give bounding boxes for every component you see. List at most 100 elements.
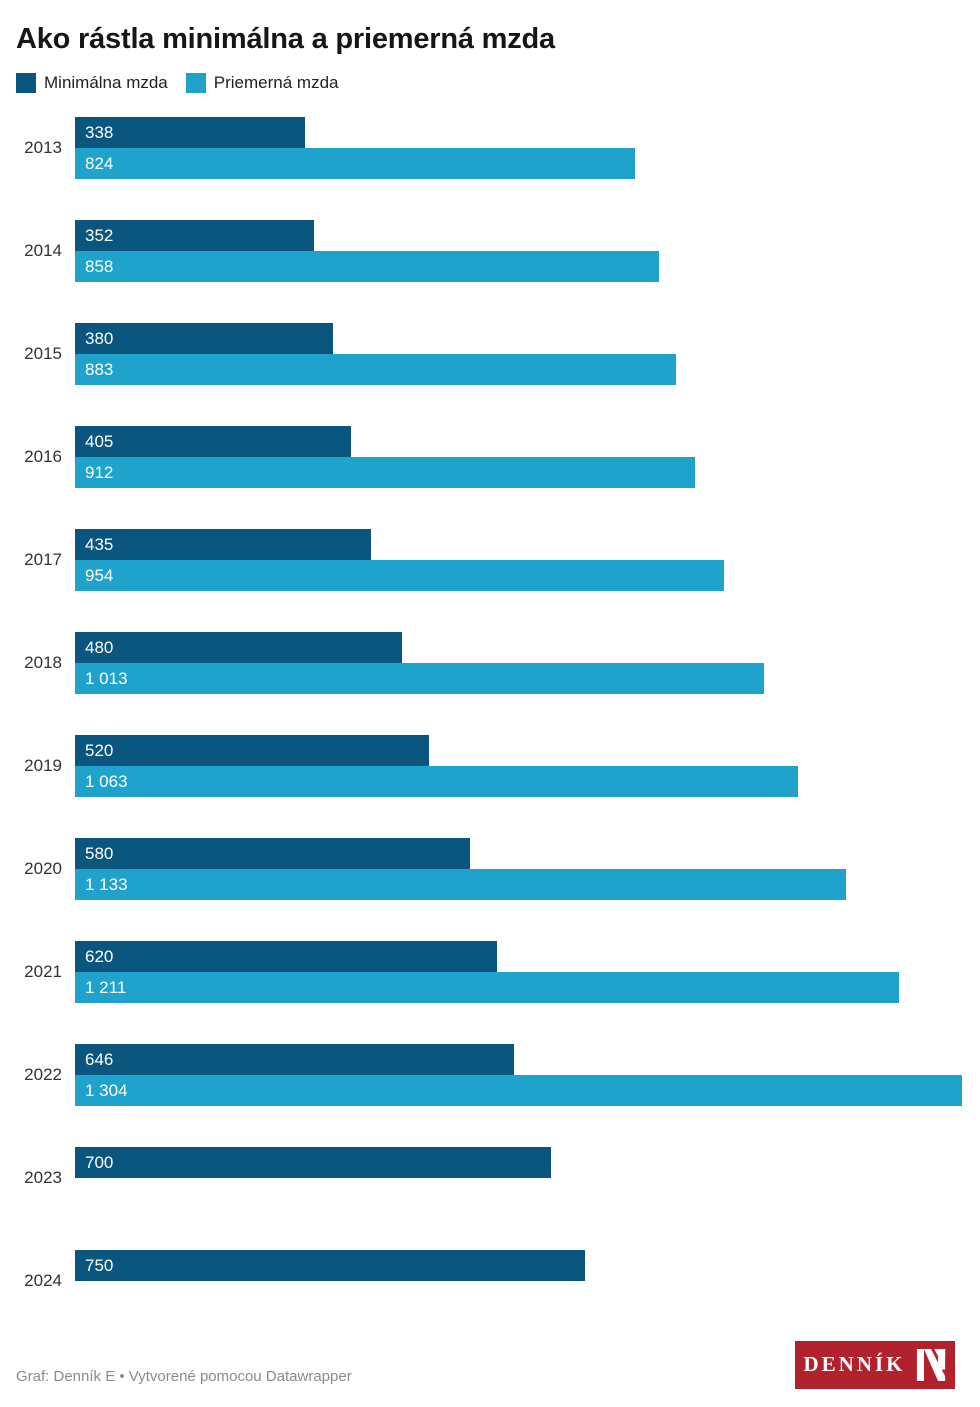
bar-value-label: 1 304 bbox=[85, 1080, 128, 1100]
dennik-n-logo[interactable]: DENNÍK bbox=[795, 1341, 955, 1389]
avg-wage-bar: 1 304 bbox=[75, 1075, 962, 1106]
bars: 380 883 bbox=[75, 323, 962, 385]
year-col: 2014 bbox=[0, 220, 62, 282]
avg-wage-bar: 954 bbox=[75, 560, 724, 591]
year-group: 2017 435 954 bbox=[0, 529, 980, 591]
year-col: 2013 bbox=[0, 117, 62, 179]
year-label: 2016 bbox=[24, 447, 62, 466]
bar-value-label: 580 bbox=[85, 843, 114, 863]
avg-wage-bar: 1 063 bbox=[75, 766, 799, 797]
year-label: 2022 bbox=[24, 1065, 62, 1084]
year-label: 2017 bbox=[24, 550, 62, 569]
bar-value-label: 750 bbox=[85, 1255, 114, 1275]
avg-wage-bar: 824 bbox=[75, 148, 636, 179]
year-col: 2020 bbox=[0, 838, 62, 900]
bars: 700 bbox=[75, 1147, 962, 1178]
bar-value-label: 646 bbox=[85, 1049, 114, 1069]
bar-value-label: 1 063 bbox=[85, 771, 128, 791]
legend-label-min: Minimálna mzda bbox=[44, 73, 168, 92]
min-wage-bar: 520 bbox=[75, 735, 429, 766]
bar-value-label: 520 bbox=[85, 740, 114, 760]
min-wage-bar: 352 bbox=[75, 220, 315, 251]
bars: 750 bbox=[75, 1250, 962, 1281]
bar-value-label: 1 013 bbox=[85, 668, 128, 688]
year-group: 2015 380 883 bbox=[0, 323, 980, 385]
year-group: 2013 338 824 bbox=[0, 117, 980, 179]
bar-value-label: 1 133 bbox=[85, 874, 128, 894]
year-group: 2023 700 bbox=[0, 1147, 980, 1209]
min-wage-bar: 380 bbox=[75, 323, 334, 354]
avg-wage-bar: 883 bbox=[75, 354, 676, 385]
avg-wage-bar: 912 bbox=[75, 457, 696, 488]
year-col: 2015 bbox=[0, 323, 62, 385]
bars: 352 858 bbox=[75, 220, 962, 282]
year-group: 2022 646 1 304 bbox=[0, 1044, 980, 1106]
bar-value-label: 380 bbox=[85, 328, 114, 348]
bar-value-label: 480 bbox=[85, 637, 114, 657]
dennik-n-icon bbox=[916, 1349, 945, 1381]
attribution-text: Graf: Denník E • Vytvorené pomocou Dataw… bbox=[16, 1368, 352, 1385]
bar-value-label: 1 211 bbox=[85, 977, 127, 997]
year-label: 2015 bbox=[24, 344, 62, 363]
avg-wage-bar: 1 211 bbox=[75, 972, 899, 1003]
min-wage-bar: 435 bbox=[75, 529, 371, 560]
year-group: 2021 620 1 211 bbox=[0, 941, 980, 1003]
min-wage-bar: 480 bbox=[75, 632, 402, 663]
year-label: 2023 bbox=[24, 1168, 62, 1187]
year-label: 2014 bbox=[24, 241, 62, 260]
bar-value-label: 883 bbox=[85, 359, 114, 379]
bars: 405 912 bbox=[75, 426, 962, 488]
min-wage-bar: 750 bbox=[75, 1250, 586, 1281]
min-wage-bar: 405 bbox=[75, 426, 351, 457]
chart-title: Ako rástla minimálna a priemerná mzda bbox=[16, 23, 555, 55]
year-col: 2023 bbox=[0, 1147, 62, 1209]
year-label: 2020 bbox=[24, 859, 62, 878]
bars: 338 824 bbox=[75, 117, 962, 179]
year-col: 2016 bbox=[0, 426, 62, 488]
bars: 520 1 063 bbox=[75, 735, 962, 797]
bar-value-label: 620 bbox=[85, 946, 114, 966]
min-wage-bar: 700 bbox=[75, 1147, 552, 1178]
dennik-n-logo-text: DENNÍK bbox=[803, 1351, 906, 1376]
year-label: 2019 bbox=[24, 756, 62, 775]
min-wage-bar: 620 bbox=[75, 941, 497, 972]
year-col: 2018 bbox=[0, 632, 62, 694]
legend-swatch-avg-icon bbox=[185, 73, 206, 93]
bar-value-label: 435 bbox=[85, 534, 114, 554]
year-label: 2024 bbox=[24, 1271, 62, 1290]
year-col: 2019 bbox=[0, 735, 62, 797]
year-col: 2021 bbox=[0, 941, 62, 1003]
bars: 435 954 bbox=[75, 529, 962, 591]
avg-wage-bar: 858 bbox=[75, 251, 659, 282]
year-label: 2018 bbox=[24, 653, 62, 672]
year-col: 2017 bbox=[0, 529, 62, 591]
legend-swatch-min-icon bbox=[16, 73, 36, 93]
year-group: 2014 352 858 bbox=[0, 220, 980, 282]
year-label: 2021 bbox=[24, 962, 62, 981]
min-wage-bar: 580 bbox=[75, 838, 470, 869]
year-group: 2019 520 1 063 bbox=[0, 735, 980, 797]
bars: 580 1 133 bbox=[75, 838, 962, 900]
legend-item-priemerna-mzda: Priemerná mzda bbox=[185, 73, 339, 93]
avg-wage-bar: 1 133 bbox=[75, 869, 846, 900]
bar-value-label: 824 bbox=[85, 153, 114, 173]
bar-chart: 2013 338 824 2014 352 858 2015 380 883 2016 405 912… bbox=[0, 117, 980, 1312]
bars: 646 1 304 bbox=[75, 1044, 962, 1106]
bars: 480 1 013 bbox=[75, 632, 962, 694]
bar-value-label: 912 bbox=[85, 462, 114, 482]
min-wage-bar: 646 bbox=[75, 1044, 515, 1075]
year-group: 2018 480 1 013 bbox=[0, 632, 980, 694]
bar-value-label: 700 bbox=[85, 1152, 114, 1172]
year-col: 2022 bbox=[0, 1044, 62, 1106]
year-group: 2020 580 1 133 bbox=[0, 838, 980, 900]
bars: 620 1 211 bbox=[75, 941, 962, 1003]
bar-value-label: 405 bbox=[85, 431, 114, 451]
bar-value-label: 352 bbox=[85, 225, 114, 245]
bar-value-label: 858 bbox=[85, 256, 114, 276]
legend-label-avg: Priemerná mzda bbox=[213, 73, 339, 92]
avg-wage-bar: 1 013 bbox=[75, 663, 765, 694]
bar-value-label: 338 bbox=[85, 122, 114, 142]
legend-item-minimalna-mzda: Minimálna mzda bbox=[16, 73, 168, 93]
year-group: 2024 750 bbox=[0, 1250, 980, 1312]
